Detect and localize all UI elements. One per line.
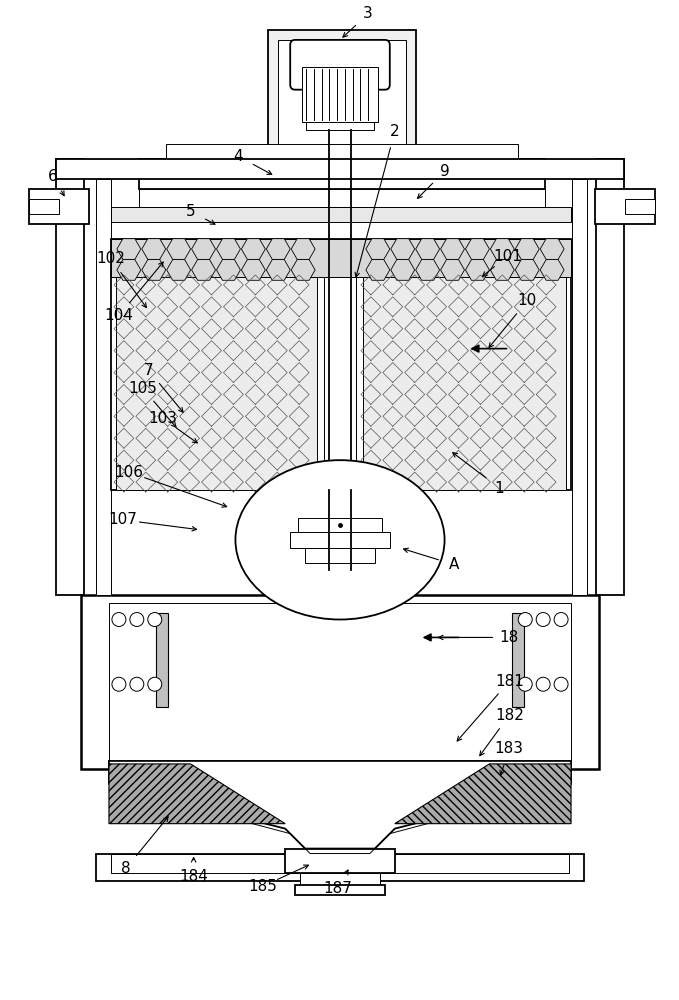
Bar (512, 613, 524, 707)
Bar (166, 144, 518, 159)
Text: 104: 104 (105, 308, 133, 323)
Bar (29, 199, 59, 214)
Bar (29, 189, 89, 224)
Bar (596, 159, 624, 595)
Circle shape (518, 677, 532, 691)
Text: 106: 106 (114, 465, 143, 480)
Bar (295, 885, 385, 895)
Text: 7: 7 (144, 363, 153, 378)
Circle shape (536, 613, 550, 626)
Circle shape (112, 677, 126, 691)
Bar (111, 854, 569, 873)
Bar (56, 159, 84, 595)
Circle shape (554, 613, 568, 626)
Text: 2: 2 (390, 124, 399, 139)
Text: 18: 18 (500, 630, 519, 645)
Text: A: A (449, 557, 460, 572)
Bar (285, 849, 394, 873)
Circle shape (130, 677, 144, 691)
Circle shape (554, 677, 568, 691)
Bar (278, 40, 406, 149)
Text: 103: 103 (148, 411, 177, 426)
Bar (139, 189, 545, 207)
Bar (302, 67, 378, 122)
Bar (109, 603, 571, 761)
Text: 107: 107 (109, 512, 137, 527)
Text: 5: 5 (186, 204, 196, 219)
Bar (96, 854, 584, 881)
Text: 184: 184 (179, 869, 208, 884)
FancyBboxPatch shape (290, 40, 390, 90)
Text: 9: 9 (440, 164, 449, 179)
Bar (298, 518, 382, 536)
Text: 187: 187 (324, 881, 352, 896)
Polygon shape (109, 761, 571, 849)
Text: 181: 181 (495, 674, 524, 689)
Bar (290, 532, 390, 548)
Text: 185: 185 (248, 879, 277, 894)
Text: 3: 3 (363, 6, 373, 21)
Text: 102: 102 (96, 251, 126, 266)
Bar (81, 595, 599, 769)
Bar (306, 122, 374, 130)
Text: 10: 10 (517, 293, 537, 308)
Bar (268, 30, 416, 159)
Bar (111, 239, 571, 490)
Bar (305, 548, 375, 563)
Circle shape (112, 613, 126, 626)
Circle shape (130, 613, 144, 626)
Circle shape (148, 677, 162, 691)
Text: 8: 8 (121, 861, 130, 876)
Text: 1: 1 (494, 481, 504, 496)
Ellipse shape (236, 460, 445, 620)
Bar (111, 239, 571, 277)
Bar (625, 199, 655, 214)
Polygon shape (394, 764, 571, 824)
Bar (595, 189, 655, 224)
Bar (139, 159, 545, 189)
Circle shape (536, 677, 550, 691)
Polygon shape (109, 764, 285, 824)
Circle shape (148, 613, 162, 626)
Text: 101: 101 (493, 249, 521, 264)
Bar (56, 159, 624, 179)
Bar (96, 179, 111, 595)
Bar (324, 277, 356, 490)
Circle shape (518, 613, 532, 626)
Text: 183: 183 (495, 741, 524, 756)
Text: 6: 6 (48, 169, 58, 184)
Bar (300, 873, 380, 885)
Bar (116, 277, 317, 490)
Text: 182: 182 (495, 708, 524, 723)
Text: 4: 4 (234, 149, 243, 164)
Bar (363, 277, 566, 490)
Bar (155, 613, 168, 707)
Text: 105: 105 (128, 381, 158, 396)
Bar (111, 207, 571, 222)
Bar (572, 179, 587, 595)
